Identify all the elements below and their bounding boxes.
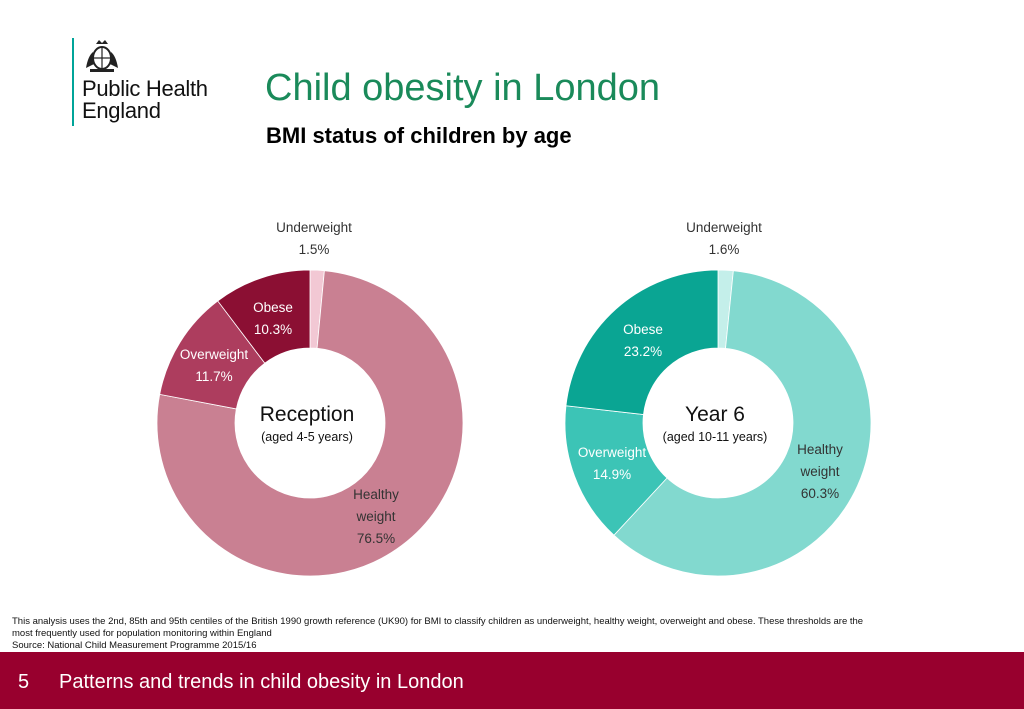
slice-healthy-weight [613, 270, 872, 577]
donut-chart-2: Underweight 1.6% Healthy weight 60.3% Overwei… [564, 220, 872, 577]
page-subtitle: BMI status of children by age [266, 123, 572, 148]
page-title: Child obesity in London [265, 67, 661, 109]
slice-label-overweight: Overweight 11.7% [180, 347, 249, 384]
page-number: 5 [18, 671, 30, 693]
slice-label-healthy-weight: Healthy weight 60.3% [797, 442, 843, 501]
logo-rule [72, 38, 74, 126]
center-title: Reception [260, 403, 355, 426]
royal-crest-icon [86, 40, 118, 72]
slice-label-healthy-weight: Healthy weight 76.5% [353, 487, 399, 546]
source-line: Source: National Child Measurement Progr… [12, 640, 257, 651]
footnote-line-1: This analysis uses the 2nd, 85th and 95t… [12, 616, 864, 627]
slice-obese [217, 269, 311, 364]
logo-line-2: England [82, 98, 161, 123]
donut-charts: Underweight 1.5% Healthy weight 76.5% Overwei… [156, 220, 872, 577]
logo-text: Public Health England [82, 78, 208, 122]
slice-label-obese: Obese 23.2% [623, 322, 663, 359]
center-title: Year 6 [685, 403, 745, 426]
logo-line-1: Public Health [82, 76, 208, 101]
phe-logo: Public Health England [72, 38, 242, 130]
footer-text: Patterns and trends in child obesity in … [59, 671, 464, 693]
donut-chart-1: Underweight 1.5% Healthy weight 76.5% Overwei… [156, 220, 464, 577]
footnote-line-2: most frequently used for population moni… [12, 628, 272, 639]
slice-healthy-weight [156, 270, 464, 577]
slice-obese [565, 269, 719, 415]
slice-label-overweight: Overweight 14.9% [578, 445, 647, 482]
center-subtitle: (aged 10-11 years) [663, 430, 768, 444]
center-subtitle: (aged 4-5 years) [261, 430, 353, 444]
slice-label-obese: Obese 10.3% [253, 300, 293, 337]
footnote: This analysis uses the 2nd, 85th and 95t… [12, 616, 1012, 652]
slice-label-underweight: Underweight 1.6% [686, 220, 762, 257]
footer-bar: 5 Patterns and trends in child obesity i… [0, 652, 1024, 709]
slice-label-underweight: Underweight 1.5% [276, 220, 352, 257]
